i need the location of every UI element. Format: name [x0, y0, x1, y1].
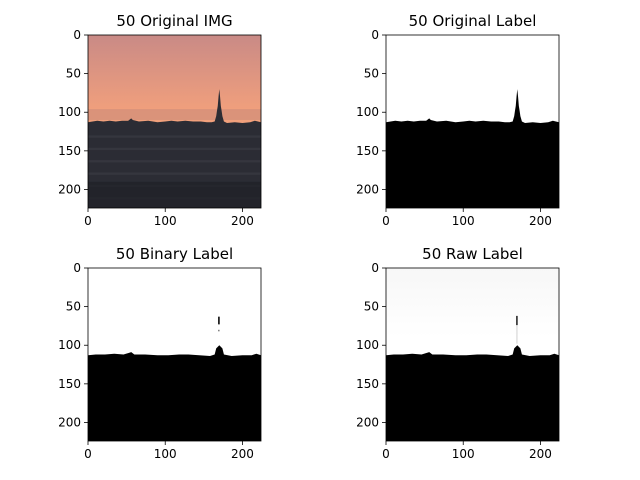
y-tick-label: 150: [58, 144, 81, 158]
x-tick-label: 0: [84, 447, 92, 461]
y-tick-label: 150: [58, 377, 81, 391]
axis-ticks: 0 100 200 0 50 100 150 200: [356, 28, 552, 228]
x-tick-label: 200: [231, 447, 254, 461]
panel-title: 50 Raw Label: [422, 245, 523, 263]
spire-fragment: [516, 315, 518, 326]
axis-ticks: 0 100 200 0 50 100 150 200: [356, 261, 552, 461]
y-tick-label: 200: [58, 182, 81, 196]
panel-original-label: 50 Original Label 0 100 200 0 50 100 150 200: [356, 12, 560, 228]
rooftop-row: [88, 135, 261, 138]
y-tick-label: 100: [58, 338, 81, 352]
y-tick-label: 150: [356, 377, 379, 391]
y-tick-label: 200: [356, 182, 379, 196]
axes-frame: [87, 267, 262, 442]
spire-fade: [516, 325, 518, 344]
image-pixels: [88, 35, 261, 208]
y-tick-label: 0: [73, 261, 81, 275]
panel-original-img: 50 Original IMG 0 100 200 0 50 100 150 200: [58, 12, 262, 228]
y-tick-label: 100: [58, 105, 81, 119]
panel-raw-label: 50 Raw Label 0 100 200 0 50 100 150 200: [356, 245, 560, 461]
foreground-roofs: [88, 181, 261, 208]
x-tick-label: 0: [382, 447, 390, 461]
axes-frame: [385, 34, 560, 209]
axes-frame: [87, 34, 262, 209]
spire-fragment: [218, 316, 220, 325]
spire-speck: [218, 329, 220, 332]
panel-binary-label: 50 Binary Label 0 100 200 0 50 100 150 200: [58, 245, 262, 461]
y-tick-label: 50: [66, 67, 81, 81]
y-tick-label: 0: [73, 28, 81, 42]
x-tick-label: 200: [529, 447, 552, 461]
panel-title: 50 Original IMG: [116, 12, 232, 30]
image-pixels: [386, 35, 559, 208]
label-mask: [88, 345, 261, 441]
x-tick-label: 100: [452, 447, 475, 461]
x-tick-label: 0: [84, 214, 92, 228]
rooftop-row: [88, 172, 261, 175]
x-tick-label: 100: [154, 214, 177, 228]
y-tick-label: 0: [371, 261, 379, 275]
y-tick-label: 200: [356, 415, 379, 429]
x-tick-label: 100: [452, 214, 475, 228]
y-tick-label: 50: [364, 67, 379, 81]
y-tick-label: 0: [371, 28, 379, 42]
x-tick-label: 100: [154, 447, 177, 461]
haze-band: [88, 109, 261, 120]
y-tick-label: 100: [356, 338, 379, 352]
rooftop-row: [88, 147, 261, 151]
y-tick-label: 150: [356, 144, 379, 158]
axis-ticks: 0 100 200 0 50 100 150 200: [58, 28, 254, 228]
x-tick-label: 200: [529, 214, 552, 228]
y-tick-label: 200: [58, 415, 81, 429]
label-mask: [386, 345, 559, 441]
image-original: [88, 35, 261, 208]
image-raw-label: [386, 268, 559, 441]
axes-frame: [385, 267, 560, 442]
image-binary-label: [88, 268, 261, 441]
image-original-label: [386, 35, 559, 208]
label-mask: [386, 89, 559, 208]
y-tick-label: 100: [356, 105, 379, 119]
y-tick-label: 50: [66, 300, 81, 314]
panel-title: 50 Original Label: [409, 12, 537, 30]
x-tick-label: 0: [382, 214, 390, 228]
image-pixels: [88, 268, 261, 441]
rooftop-row: [88, 160, 261, 163]
axis-ticks: 0 100 200 0 50 100 150 200: [58, 261, 254, 461]
panel-title: 50 Binary Label: [116, 245, 233, 263]
x-tick-label: 200: [231, 214, 254, 228]
y-tick-label: 50: [364, 300, 379, 314]
image-pixels: [386, 268, 559, 441]
